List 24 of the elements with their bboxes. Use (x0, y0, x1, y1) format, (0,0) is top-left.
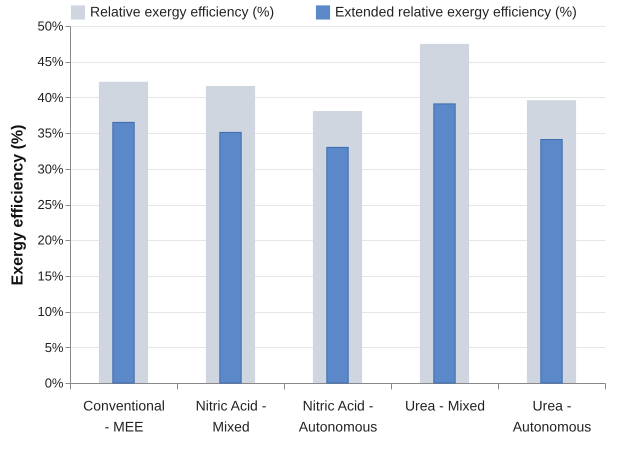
y-tick-label: 20% (37, 232, 64, 248)
y-tick-label: 10% (37, 304, 64, 320)
x-tick-label: Nitric Acid - Mixed (196, 398, 267, 434)
bar (326, 146, 349, 384)
y-tick-label: 0% (44, 376, 64, 390)
x-tick-label: Nitric Acid - Autonomous (298, 398, 378, 434)
bar (540, 139, 563, 384)
y-tick-label: 25% (37, 197, 64, 212)
y-tick-label: 50% (37, 18, 64, 34)
bar (219, 132, 242, 384)
legend-label: Relative exergy efficiency (%) (90, 3, 274, 20)
y-axis-title: Exergy efficiency (%) (9, 124, 26, 286)
y-tick-label: 40% (37, 90, 64, 105)
y-tick-label: 15% (37, 268, 64, 284)
x-tick-label: Urea - Autonomous (512, 398, 592, 434)
bar (112, 122, 135, 384)
y-tick-label: 5% (44, 340, 64, 355)
y-tick-label: 35% (37, 126, 64, 141)
x-tick-label: Urea - Mixed (404, 398, 486, 414)
legend-label: Extended relative exergy efficiency (%) (335, 3, 577, 20)
y-tick-label: 45% (37, 54, 64, 70)
y-tick-label: 30% (37, 161, 64, 176)
x-tick-label: Conventional - MEE (83, 398, 165, 434)
bar (433, 103, 456, 384)
